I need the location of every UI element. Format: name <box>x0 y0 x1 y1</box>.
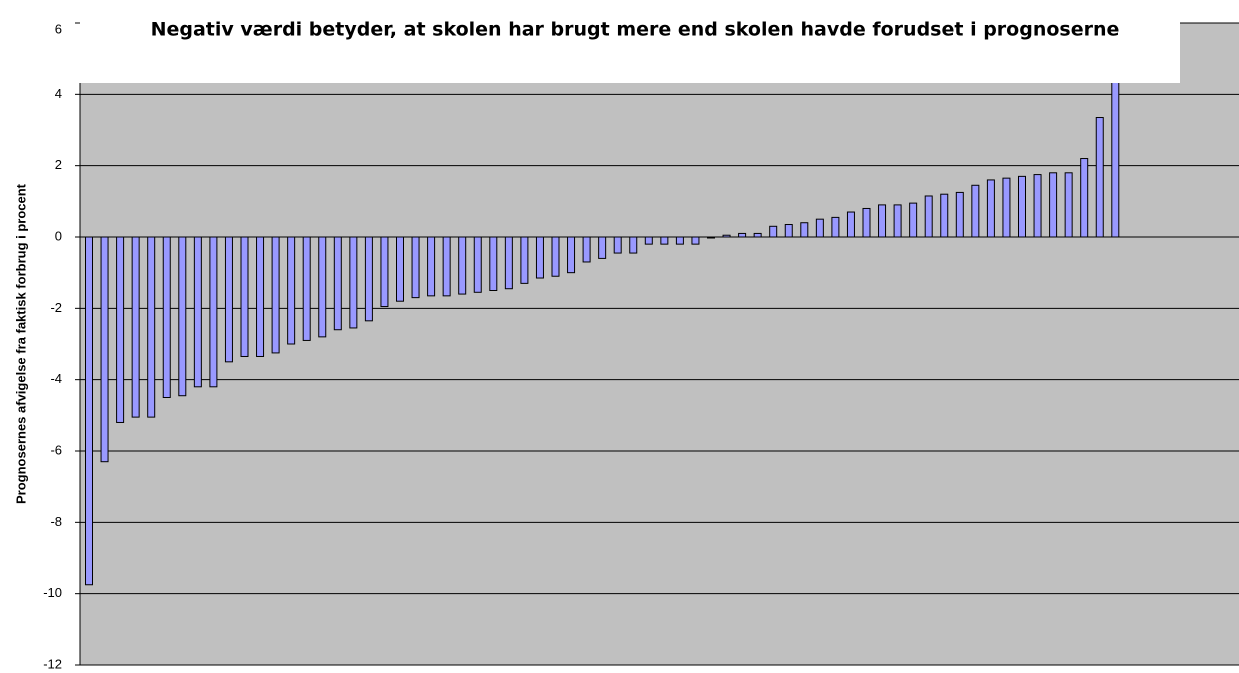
bar <box>769 225 778 238</box>
bar <box>193 236 202 388</box>
bar <box>396 236 404 302</box>
bar <box>224 236 233 363</box>
bar <box>644 236 653 245</box>
y-tick-label: 0 <box>55 228 62 243</box>
bar <box>924 195 933 238</box>
bar <box>1033 174 1042 238</box>
bar <box>831 216 840 238</box>
bar <box>209 236 218 388</box>
bar <box>271 236 280 354</box>
bar <box>567 236 576 274</box>
bar <box>909 202 918 238</box>
bar <box>116 236 125 423</box>
bar <box>660 236 669 245</box>
bar <box>1049 172 1058 238</box>
y-tick-label: -2 <box>50 300 62 315</box>
bar <box>551 236 560 277</box>
bar <box>629 236 638 254</box>
bar <box>893 204 902 238</box>
bar <box>427 236 436 297</box>
bar <box>302 236 311 341</box>
bar <box>131 236 140 418</box>
bar <box>862 207 871 238</box>
bar <box>846 211 855 238</box>
y-tick-label: -4 <box>50 371 62 386</box>
bar <box>178 236 187 397</box>
bar <box>240 236 249 357</box>
bar <box>85 236 93 586</box>
bar <box>582 236 591 263</box>
bar <box>256 236 265 357</box>
bar <box>333 236 342 331</box>
y-tick-label: 2 <box>55 157 62 172</box>
bar <box>1002 177 1011 238</box>
y-tick-label: -6 <box>50 442 62 457</box>
bars <box>85 58 1120 586</box>
bar <box>738 232 747 238</box>
bar <box>380 236 389 308</box>
y-tick-label: -10 <box>43 585 62 600</box>
bar <box>458 236 467 295</box>
bar <box>784 224 793 238</box>
bar <box>955 191 964 238</box>
y-tick-label: 6 <box>55 21 62 36</box>
y-axis-label: Prognosernes afvigelse fra faktisk forbr… <box>13 183 28 504</box>
bar <box>598 236 607 259</box>
bar <box>753 232 762 238</box>
bar <box>147 236 156 418</box>
bar <box>349 236 358 329</box>
bar <box>722 234 731 238</box>
title-box <box>0 0 1180 83</box>
bar <box>473 236 482 293</box>
bar <box>675 236 684 245</box>
bar <box>520 236 529 284</box>
bar <box>411 236 420 299</box>
y-tick-label: 4 <box>55 86 62 101</box>
bar <box>613 236 622 254</box>
bar <box>364 236 373 322</box>
y-tick-label: -12 <box>43 656 62 671</box>
bar <box>1018 175 1026 238</box>
bar <box>940 193 949 238</box>
bar <box>878 204 887 238</box>
bar <box>691 236 700 245</box>
bar <box>971 184 980 238</box>
bar <box>535 236 544 279</box>
y-tick-label: -8 <box>50 514 62 529</box>
bar <box>100 236 109 463</box>
y-ticks: -12 -10 -8 -6 -4 -2 0 2 4 6 <box>43 21 80 671</box>
bar <box>1095 117 1104 238</box>
bar <box>504 236 513 290</box>
bar <box>986 179 995 238</box>
plot-area <box>80 23 1239 665</box>
bar <box>318 236 327 338</box>
bar <box>1080 158 1089 238</box>
chart-title: Negativ værdi betyder, at skolen har bru… <box>151 19 1120 41</box>
bar <box>442 236 451 297</box>
bar <box>707 236 715 239</box>
bar <box>815 218 824 238</box>
bar <box>800 222 809 238</box>
bar <box>287 236 296 345</box>
bar <box>1111 58 1120 238</box>
bar <box>1064 172 1073 238</box>
bar <box>162 236 171 398</box>
bar <box>489 236 498 291</box>
